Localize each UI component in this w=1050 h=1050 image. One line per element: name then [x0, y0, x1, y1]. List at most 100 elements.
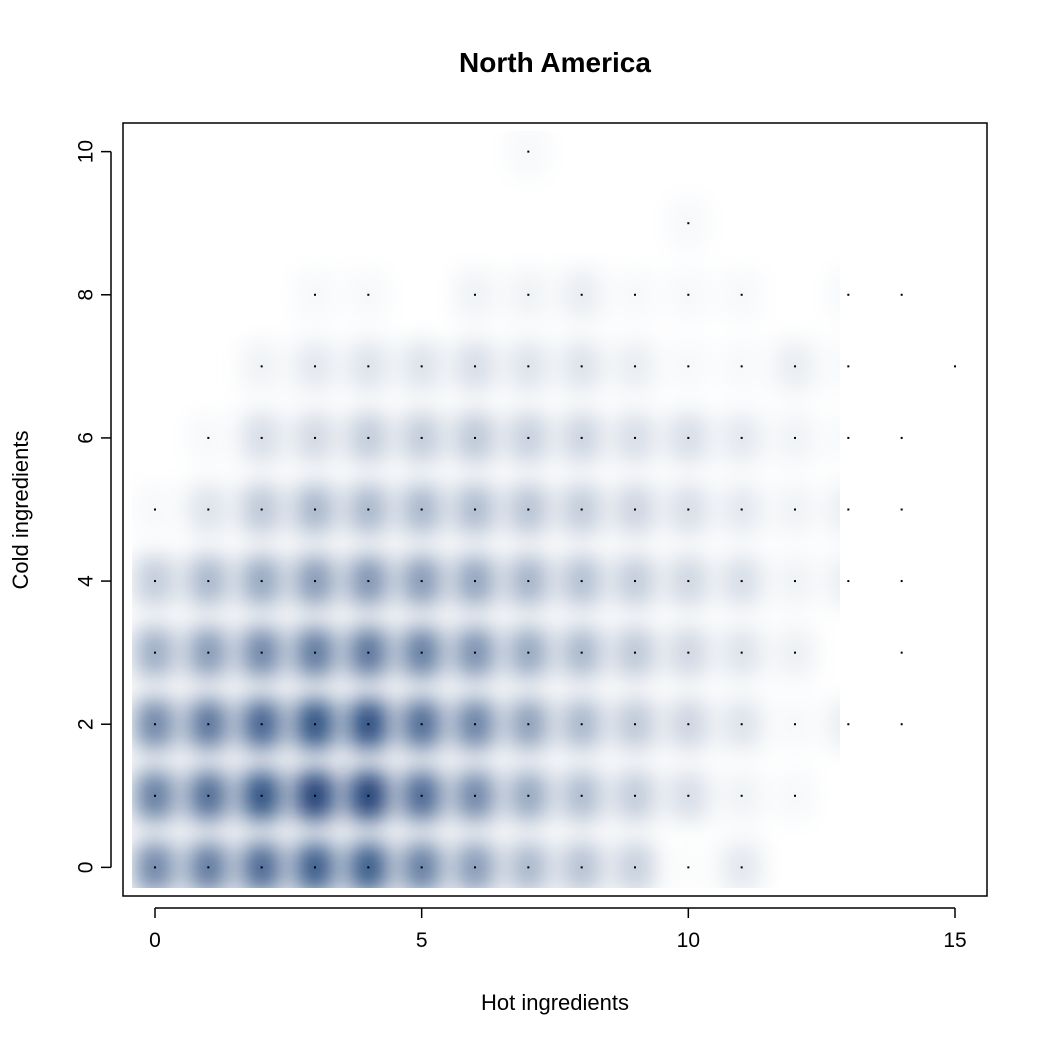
data-point	[527, 436, 530, 439]
data-point	[740, 723, 743, 726]
data-point	[474, 293, 476, 296]
data-point	[367, 866, 370, 869]
data-point	[740, 651, 743, 654]
data-point	[580, 365, 583, 368]
data-point	[367, 580, 370, 583]
data-point	[314, 651, 316, 654]
data-point	[794, 580, 796, 583]
data-point	[154, 723, 156, 726]
data-point	[634, 651, 636, 654]
data-point	[527, 723, 530, 726]
data-point	[314, 436, 316, 439]
data-point	[687, 651, 690, 654]
data-point	[740, 436, 743, 439]
data-point	[847, 293, 850, 296]
data-point	[634, 866, 636, 869]
data-point	[794, 365, 796, 368]
data-point	[900, 580, 903, 583]
data-point	[260, 436, 263, 439]
data-point	[474, 508, 476, 511]
data-point	[580, 794, 583, 797]
density-cell	[509, 131, 548, 176]
density-cell	[615, 843, 655, 888]
data-point	[634, 723, 636, 726]
density-cell	[722, 843, 761, 888]
density-cell	[829, 413, 840, 463]
y-tick-label: 10	[74, 140, 97, 163]
data-point	[314, 866, 316, 869]
density-layer	[135, 131, 840, 888]
data-point	[634, 436, 636, 439]
observation-dots	[154, 150, 956, 869]
data-point	[314, 723, 316, 726]
x-tick-label: 5	[416, 929, 428, 952]
density-cell	[829, 342, 840, 391]
data-point	[154, 508, 156, 511]
data-point	[154, 651, 156, 654]
data-point	[740, 866, 743, 869]
data-point	[634, 365, 636, 368]
data-point	[367, 436, 370, 439]
data-point	[260, 651, 263, 654]
data-point	[687, 365, 690, 368]
data-point	[207, 794, 210, 797]
data-point	[740, 293, 743, 296]
data-point	[794, 651, 796, 654]
chart-title: North America	[459, 47, 651, 78]
data-point	[794, 723, 796, 726]
data-point	[260, 866, 263, 869]
data-point	[740, 580, 743, 583]
data-point	[314, 293, 316, 296]
data-point	[474, 866, 476, 869]
data-point	[634, 580, 636, 583]
data-point	[314, 508, 316, 511]
density-cell	[829, 556, 840, 606]
data-point	[260, 794, 263, 797]
x-tick-label: 15	[943, 929, 966, 952]
data-point	[260, 580, 263, 583]
data-point	[687, 723, 690, 726]
data-point	[687, 580, 690, 583]
data-point	[420, 866, 423, 869]
x-axis-label: Hot ingredients	[481, 990, 629, 1015]
data-point	[420, 723, 423, 726]
density-cell	[455, 843, 495, 888]
data-point	[207, 723, 210, 726]
data-point	[580, 508, 583, 511]
data-point	[634, 508, 636, 511]
data-point	[367, 651, 370, 654]
data-point	[207, 866, 210, 869]
density-cell	[295, 843, 335, 888]
y-tick-label: 2	[74, 718, 97, 730]
density-cell	[402, 843, 441, 888]
data-point	[527, 651, 530, 654]
data-point	[420, 580, 423, 583]
data-point	[847, 580, 850, 583]
data-point	[954, 365, 956, 368]
data-point	[580, 866, 583, 869]
data-point	[527, 508, 530, 511]
data-point	[367, 365, 370, 368]
data-point	[634, 293, 636, 296]
data-point	[794, 508, 796, 511]
data-point	[527, 150, 530, 153]
data-point	[314, 365, 316, 368]
data-point	[634, 794, 636, 797]
y-tick-label: 6	[74, 432, 97, 444]
y-axis-label: Cold ingredients	[8, 431, 33, 590]
data-point	[207, 580, 210, 583]
data-point	[260, 508, 263, 511]
density-cell	[829, 485, 840, 534]
data-point	[527, 580, 530, 583]
data-point	[847, 723, 850, 726]
data-point	[207, 651, 210, 654]
data-point	[740, 508, 743, 511]
data-point	[687, 436, 690, 439]
density-cell	[189, 843, 228, 888]
data-point	[580, 580, 583, 583]
density-cell	[509, 843, 548, 888]
data-point	[687, 293, 690, 296]
data-point	[154, 866, 156, 869]
data-point	[847, 508, 850, 511]
data-point	[847, 436, 850, 439]
